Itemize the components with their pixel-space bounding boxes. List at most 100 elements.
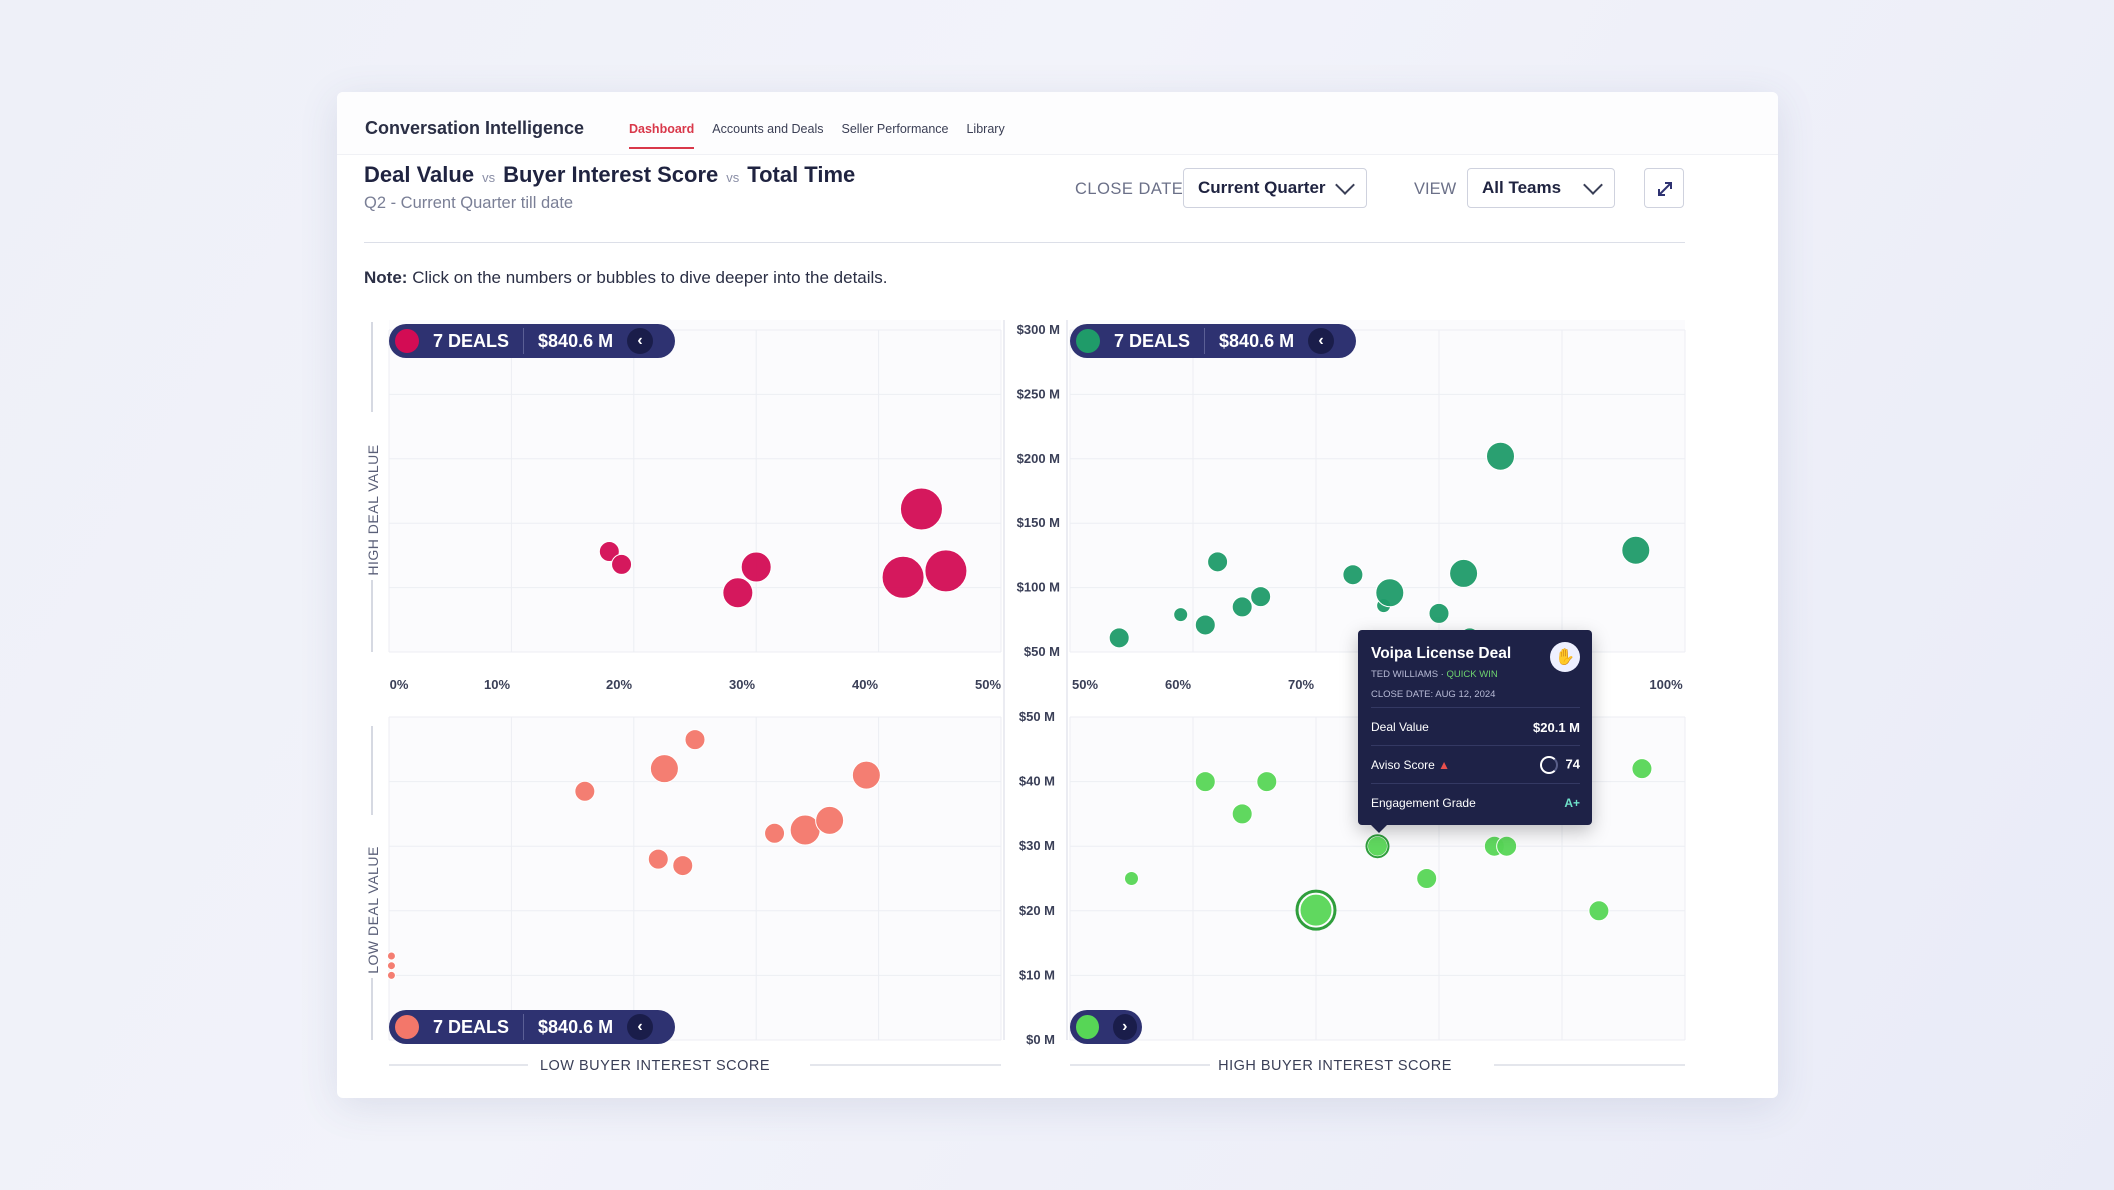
x-tick-label: 40% — [852, 677, 878, 692]
x-axis-label-low: LOW BUYER INTEREST SCORE — [540, 1058, 770, 1074]
y-tick-label: $300 M — [1017, 322, 1060, 337]
y-tick-label: $20 M — [1019, 903, 1055, 918]
tab-dashboard[interactable]: Dashboard — [629, 122, 695, 149]
row-value: A+ — [1564, 796, 1580, 810]
deal-tooltip: Voipa License Deal ✋ TED WILLIAMS · QUIC… — [1358, 630, 1592, 833]
tooltip-row-aviso-score: Aviso Score ▲ 74 — [1371, 745, 1580, 784]
tooltip-owner-name: TED WILLIAMS — [1371, 669, 1439, 680]
bubble-high-interest-high-value — [1194, 614, 1216, 636]
x-tick-label: 20% — [606, 677, 632, 692]
app-title: Conversation Intelligence — [365, 118, 585, 138]
pill-separator — [523, 328, 525, 354]
bubble-high-interest-low-value — [1194, 771, 1216, 793]
note-body: Click on the numbers or bubbles to dive … — [412, 268, 888, 287]
bubble-high-interest-high-value — [1486, 441, 1515, 471]
chevron-left-icon[interactable]: ‹ — [627, 328, 654, 354]
x-axis-label-high: HIGH BUYER INTEREST SCORE — [1218, 1058, 1452, 1074]
bubble-low-interest-low-value — [386, 970, 396, 980]
bubble-high-interest-low-value — [1496, 835, 1518, 857]
title-vs-2: vs — [726, 170, 740, 185]
bubble-high-interest-high-value — [1173, 607, 1189, 623]
chevron-left-icon[interactable]: ‹ — [627, 1014, 654, 1040]
bubble-low-interest-low-value — [684, 729, 706, 751]
x-tick-label: 50% — [975, 677, 1001, 692]
pill-deals: 7 DEALS — [433, 1016, 510, 1037]
pill-separator — [523, 1014, 525, 1040]
pill-deals: 7 DEALS — [433, 330, 510, 351]
view-value: All Teams — [1482, 178, 1562, 197]
bubble-low-interest-high-value — [598, 541, 620, 563]
x-tick-label: 50% — [1072, 677, 1098, 692]
x-tick-label: 60% — [1165, 677, 1191, 692]
bubble-high-interest-high-value — [1449, 558, 1479, 588]
chevron-right-icon[interactable]: › — [1112, 1014, 1137, 1040]
chevron-left-icon[interactable]: ‹ — [1308, 328, 1335, 354]
bubble-low-interest-low-value — [851, 760, 881, 790]
quadrant-bottom-left-bg — [389, 717, 1001, 1040]
view-label: VIEW — [1414, 180, 1457, 198]
tooltip-title: Voipa License Deal — [1371, 645, 1512, 662]
tab-accounts-and-deals[interactable]: Accounts and Deals — [712, 122, 824, 136]
series-dot — [1076, 1015, 1099, 1039]
pill-deals: 7 DEALS — [1114, 330, 1191, 351]
bubble-high-interest-high-value — [1207, 551, 1229, 573]
bubble-low-interest-high-value — [611, 553, 633, 575]
bubble-high-interest-low-value — [1588, 900, 1610, 922]
bubble-low-interest-low-value — [764, 822, 786, 844]
bubble-high-interest-low-value — [1299, 893, 1333, 927]
page-subtitle: Q2 - Current Quarter till date — [364, 194, 574, 212]
tooltip-caret — [1371, 825, 1387, 833]
row-label: Deal Value — [1371, 720, 1429, 734]
expand-button[interactable] — [1644, 168, 1684, 208]
bubble-high-interest-low-value — [1231, 803, 1253, 825]
y-tick-label: $50 M — [1024, 644, 1060, 659]
pill-value: $840.6 M — [538, 330, 614, 351]
score-ring-icon — [1539, 756, 1558, 774]
close-date-select[interactable]: Current Quarter — [1183, 168, 1367, 208]
bubble-high-interest-high-value — [1250, 586, 1272, 608]
x-tick-label: 0% — [390, 677, 409, 692]
bubble-low-interest-low-value — [386, 951, 396, 961]
row-value-wrap: 74 — [1539, 756, 1580, 774]
bubble-low-interest-low-value — [672, 855, 694, 877]
quadrant-top-left-bg — [389, 320, 1001, 652]
row-value: $20.1 M — [1533, 719, 1580, 735]
bubble-high-interest-low-value — [1124, 871, 1139, 886]
header-divider — [364, 242, 1685, 243]
tooltip-owner: TED WILLIAMS · QUICK WIN — [1371, 669, 1498, 680]
y-tick-label: $50 M — [1019, 709, 1055, 724]
quadrant-pill-bottom-left[interactable]: 7 DEALS $840.6 M ‹ — [389, 1010, 675, 1044]
tooltip-row-deal-value: Deal Value $20.1 M — [1371, 707, 1580, 746]
y-tick-label: $200 M — [1017, 451, 1060, 466]
pill-value: $840.6 M — [1219, 330, 1295, 351]
y-tick-label: $10 M — [1019, 967, 1055, 982]
bubble-low-interest-high-value — [924, 549, 968, 593]
handshake-icon: ✋ — [1550, 642, 1580, 672]
x-tick-label: 30% — [729, 677, 755, 692]
bubble-low-interest-low-value — [647, 848, 669, 870]
bubble-high-interest-high-value — [1621, 535, 1651, 565]
tooltip-close-date: CLOSE DATE: AUG 12, 2024 — [1371, 689, 1496, 700]
bubble-low-interest-low-value — [815, 805, 845, 835]
title-buyer-interest: Buyer Interest Score — [503, 162, 719, 187]
tooltip-tag: QUICK WIN — [1446, 669, 1498, 680]
close-date-value: Current Quarter — [1198, 178, 1326, 197]
quadrant-pill-top-left[interactable]: 7 DEALS $840.6 M ‹ — [389, 324, 675, 358]
tab-library[interactable]: Library — [966, 122, 1005, 136]
page-title: Deal Value vs Buyer Interest Score vs Total … — [364, 162, 855, 188]
nav-tabs: Dashboard Accounts and Deals Seller Perf… — [629, 122, 1005, 149]
x-tick-label: 70% — [1288, 677, 1314, 692]
quadrant-pill-bottom-right[interactable]: › — [1070, 1010, 1142, 1044]
view-select[interactable]: All Teams — [1467, 168, 1615, 208]
selected-bubble-ring — [1365, 834, 1390, 859]
bubble-low-interest-high-value — [740, 551, 772, 583]
tab-seller-performance[interactable]: Seller Performance — [841, 122, 949, 136]
bubble-low-interest-high-value — [899, 487, 943, 531]
series-dot — [395, 1015, 419, 1039]
bubble-high-interest-low-value — [1367, 835, 1388, 857]
aviso-logo-icon: ▲ — [1438, 758, 1451, 772]
y-tick-label: $0 M — [1026, 1032, 1055, 1047]
quadrant-pill-top-right[interactable]: 7 DEALS $840.6 M ‹ — [1070, 324, 1356, 358]
bubble-high-interest-high-value — [1375, 578, 1405, 608]
pill-separator — [1204, 328, 1206, 354]
